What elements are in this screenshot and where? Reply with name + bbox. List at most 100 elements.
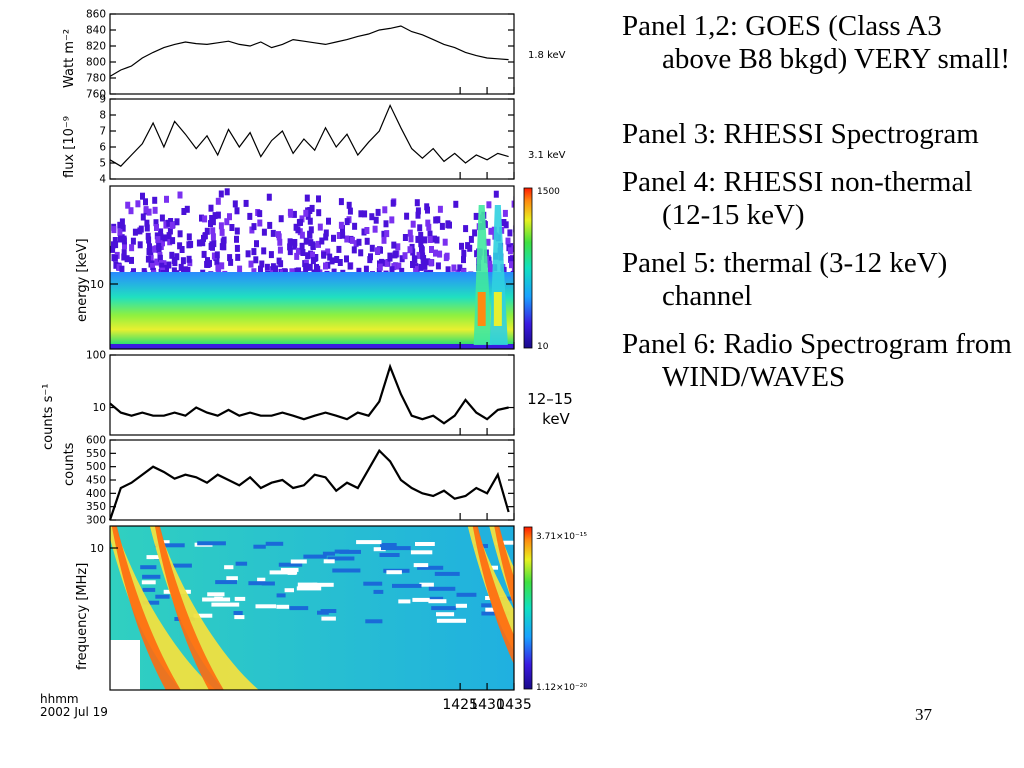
spectrogram-pixel — [487, 260, 493, 268]
radio-patch — [234, 596, 246, 601]
radio-patch — [485, 607, 498, 612]
ytick-label: 350 — [86, 501, 106, 513]
spectrogram-pixel — [307, 263, 313, 271]
spectrogram-pixel — [399, 267, 405, 275]
spectrogram-pixel — [159, 214, 165, 222]
spectrogram-pixel — [435, 216, 441, 224]
spectrogram-pixel — [146, 208, 152, 216]
spectrogram-pixel — [303, 209, 309, 217]
spectrogram-pixel — [215, 264, 221, 272]
spectrogram-pixel — [511, 200, 514, 208]
spectrogram-pixel — [424, 203, 430, 211]
spectrogram-pixel — [308, 226, 314, 234]
spectrogram-pixel — [472, 229, 478, 237]
spectrogram-pixel — [210, 218, 216, 226]
rhessi-ylabel: energy [keV] — [75, 238, 90, 322]
spectrogram-pixel — [364, 227, 370, 234]
spectrogram-pixel — [347, 262, 353, 270]
spectrogram-pixel — [117, 228, 123, 236]
spectrogram-pixel — [116, 263, 122, 271]
spectrogram-pixel — [143, 206, 149, 214]
spectrogram-pixel — [119, 265, 125, 273]
goes-ylabel-flux: flux [10⁻⁹ — [62, 116, 77, 178]
ytick-label: 7 — [99, 126, 106, 138]
spectrogram-pixel — [228, 258, 234, 266]
spectrogram-pixel — [145, 232, 151, 240]
radio-patch — [334, 549, 350, 554]
spectrogram-pixel — [465, 242, 471, 250]
spectrogram-pixel — [381, 230, 387, 238]
spectrogram-pixel — [174, 253, 180, 261]
spectrogram-pixel — [384, 259, 390, 267]
spectrogram-pixel — [308, 239, 314, 247]
radio-patch — [276, 604, 290, 609]
spectrogram-pixel — [261, 228, 267, 236]
radio-patch — [323, 559, 335, 564]
ytick-label: 760 — [86, 89, 106, 101]
spectrogram-pixel — [235, 253, 241, 261]
spectrogram-pixel — [125, 201, 131, 209]
spectrogram-pixel — [439, 222, 445, 230]
spectrogram-pixel — [135, 200, 141, 208]
spectrogram-pixel — [131, 268, 136, 276]
spectrogram-pixel — [196, 239, 202, 247]
xtick-label: 1430 — [469, 697, 505, 713]
spectrogram-pixel — [174, 218, 180, 226]
spectrogram-pixel — [304, 194, 310, 202]
spectrogram-pixel — [396, 262, 402, 270]
radio-patch — [297, 582, 318, 587]
spectrogram-pixel — [426, 223, 432, 231]
radio-patch — [381, 546, 411, 551]
radio-colorbar-max: 3.71×10⁻¹⁵ — [536, 532, 587, 542]
spectrogram-pixel — [248, 260, 254, 268]
ytick-label: 500 — [86, 461, 106, 473]
radio-patch — [197, 541, 226, 546]
spectrogram-pixel — [422, 236, 428, 244]
spectrogram-pixel — [111, 226, 117, 234]
spectrogram-pixel — [199, 214, 204, 222]
spectrogram-pixel — [427, 236, 433, 243]
ytick-label: 820 — [86, 41, 106, 53]
radio-patch — [211, 602, 240, 607]
spectrogram-pixel — [171, 267, 177, 275]
spectrogram-pixel — [146, 236, 152, 244]
spectrogram-pixel — [276, 233, 282, 241]
spectrogram-pixel — [163, 221, 169, 229]
spectrogram-pixel — [170, 237, 176, 245]
spectrogram-pixel — [507, 247, 513, 255]
spectrogram-pixel — [291, 210, 297, 218]
ytick-label: 6 — [99, 142, 106, 154]
spectrogram-pixel — [461, 256, 466, 264]
radio-patch — [380, 543, 397, 547]
radio-patch — [332, 568, 361, 573]
spectrogram-pixel — [390, 199, 396, 207]
spectrogram-pixel — [383, 220, 389, 228]
spectrogram-pixel — [425, 258, 431, 266]
radio-patch — [339, 549, 361, 554]
spectrogram-pixel — [387, 254, 393, 262]
spectrogram-pixel — [218, 190, 224, 198]
radio-patch — [215, 580, 237, 585]
spectrogram-pixel — [292, 242, 298, 250]
radio-patch — [419, 582, 434, 587]
spectrogram-pixel — [277, 238, 283, 246]
spectrogram-pixel — [344, 218, 350, 226]
note-panel-3: Panel 3: RHESSI Spectrogram — [622, 118, 979, 150]
spectrogram-pixel — [317, 223, 323, 231]
spectrogram-pixel — [210, 227, 216, 235]
spectrogram-pixel — [234, 235, 239, 243]
spectrogram-pixel — [378, 246, 383, 254]
spectrogram-pixel — [186, 255, 192, 263]
radio-patch — [317, 610, 329, 615]
spectrogram-pixel — [375, 247, 381, 255]
spectrogram-pixel — [417, 224, 423, 232]
spectrogram-pixel — [179, 246, 185, 253]
spectrogram-pixel — [363, 265, 369, 273]
spectrogram-pixel — [270, 263, 276, 271]
spectrogram-pixel — [287, 238, 293, 246]
spectrogram-pixel — [152, 245, 158, 253]
spectrogram-pixel — [356, 238, 362, 246]
spectrogram-pixel — [316, 209, 322, 217]
spectrogram-pixel — [119, 218, 125, 226]
spectrogram-pixel — [177, 242, 183, 250]
